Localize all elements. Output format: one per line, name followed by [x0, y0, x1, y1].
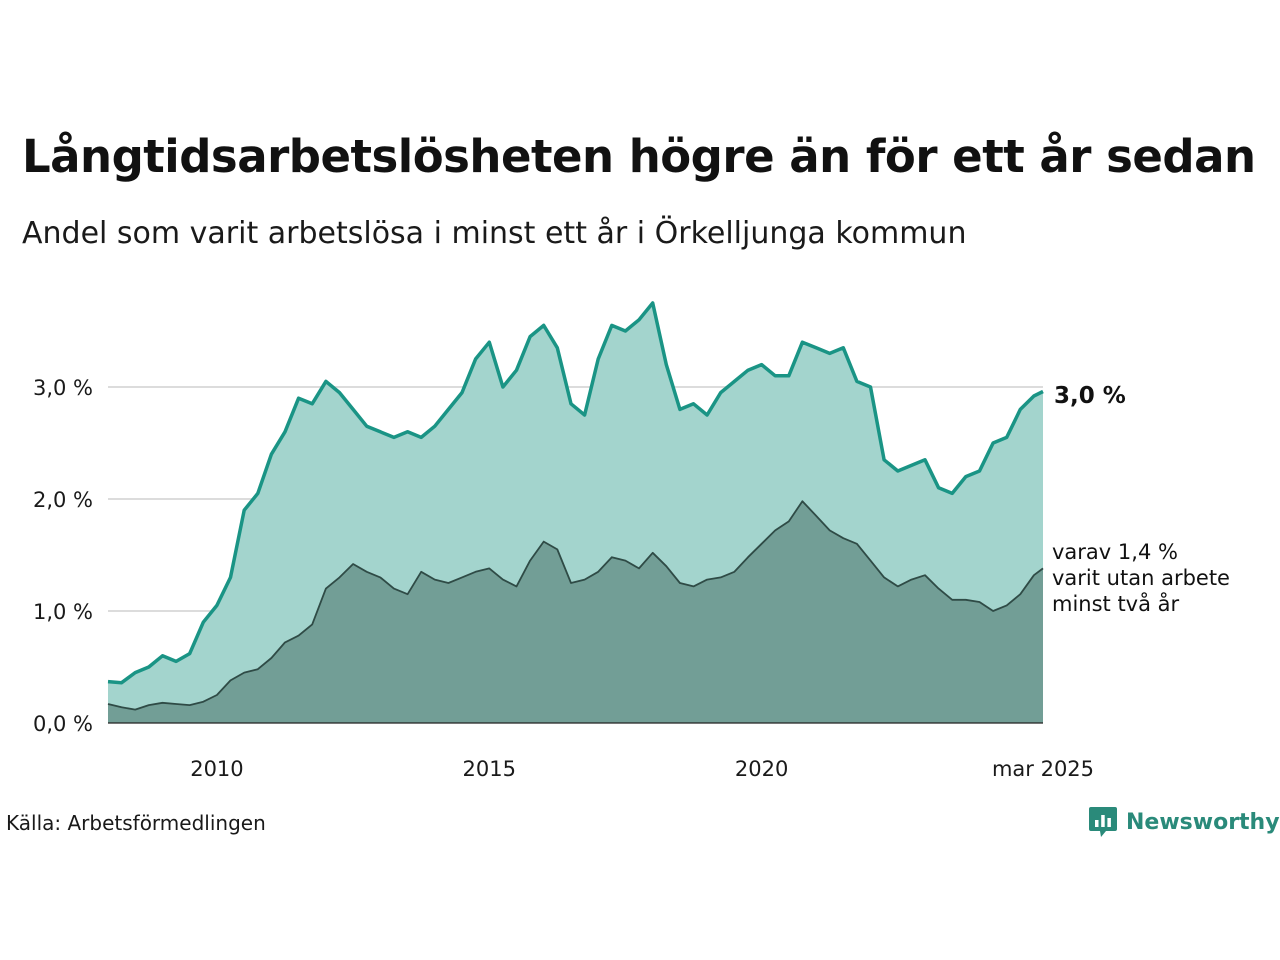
- brand-logo: Newsworthy: [1088, 805, 1280, 839]
- x-tick-label: 2020: [735, 757, 788, 781]
- chart-canvas: 0,0 % 1,0 % 2,0 % 3,0 % 2010 2015 2020 mar 202…: [33, 301, 1230, 781]
- chart-subtitle: Andel som varit arbetslösa i minst ett å…: [22, 216, 967, 251]
- brand-name: Newsworthy: [1126, 809, 1280, 835]
- sub-label-line-1: varav 1,4 %: [1052, 540, 1178, 564]
- y-tick-label: 3,0 %: [33, 376, 93, 400]
- sub-label-line-3: minst två år: [1052, 591, 1180, 616]
- line-long-term-unemployment: [107, 301, 1044, 685]
- y-axis-ticks: 0,0 % 1,0 % 2,0 % 3,0 %: [33, 376, 93, 736]
- y-tick-label: 2,0 %: [33, 488, 93, 512]
- x-axis-ticks: 2010 2015 2020 mar 2025: [190, 757, 1094, 781]
- x-tick-label: mar 2025: [992, 757, 1094, 781]
- line-two-years-unemployment: [107, 500, 1044, 711]
- y-tick-label: 0,0 %: [33, 712, 93, 736]
- newsworthy-icon: [1089, 807, 1117, 837]
- end-value-label: 3,0 %: [1054, 383, 1126, 409]
- x-tick-label: 2010: [190, 757, 243, 781]
- area-two-years-unemployment: [108, 501, 1043, 723]
- chart-title: Långtidsarbetslösheten högre än för ett …: [22, 130, 1256, 183]
- sub-label-line-2: varit utan arbete: [1052, 566, 1230, 590]
- y-tick-label: 1,0 %: [33, 600, 93, 624]
- source-note: Källa: Arbetsförmedlingen: [6, 811, 266, 835]
- x-tick-label: 2015: [463, 757, 516, 781]
